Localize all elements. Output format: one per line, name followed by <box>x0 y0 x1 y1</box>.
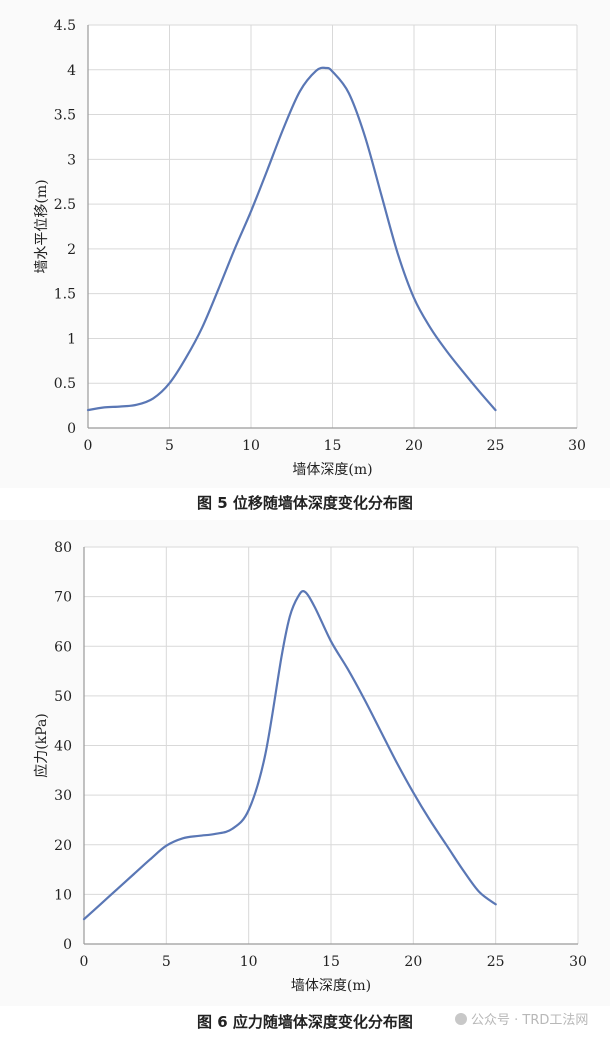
chart-6-x-axis-title: 墙体深度(m) <box>291 978 371 994</box>
chart-6-y-tick-label: 10 <box>54 887 72 903</box>
figure-6: 0 10 20 30 40 50 60 70 80 0 5 10 15 20 25 30 墙体深度(m) 应力(k… <box>0 520 610 1041</box>
chart-6-x-tick-label: 30 <box>569 954 587 970</box>
watermark-text: 公众号 · TRD工法网 <box>471 1013 589 1028</box>
chart-5-y-tick-label: 2.5 <box>54 197 76 213</box>
chart-6-y-tick-label: 0 <box>63 937 72 953</box>
chart-5-y-tick-label: 3 <box>67 152 76 168</box>
chart-5-x-tick-label: 5 <box>165 438 174 454</box>
chart-6-x-tick-label: 10 <box>240 954 258 970</box>
chart-6-y-axis-title: 应力(kPa) <box>33 713 50 778</box>
chart-6-y-tick-label: 40 <box>54 739 72 755</box>
chart-6-y-tick-label: 60 <box>54 639 72 655</box>
chart-5-x-tick-label: 30 <box>568 438 586 454</box>
chart-6-y-tick-label: 50 <box>54 689 72 705</box>
chart-6-x-tick-label: 20 <box>404 954 422 970</box>
chart-5-y-tick-label: 4.5 <box>54 18 76 34</box>
chart-5-y-tick-label: 3.5 <box>54 108 76 124</box>
chart-6-x-tick-label: 5 <box>162 954 171 970</box>
chart-5-x-tick-label: 15 <box>324 438 342 454</box>
chart-5: 0 0.5 1 1.5 2 2.5 3 3.5 4 4.5 0 5 10 15 20 25 30 墙体深度(m) 墙… <box>34 18 586 478</box>
chart-6-x-tick-label: 15 <box>322 954 340 970</box>
chart-6-caption: 图 6 应力随墙体深度变化分布图 <box>197 1013 413 1031</box>
wechat-icon <box>455 1013 467 1025</box>
chart-6-x-tick-label: 25 <box>487 954 505 970</box>
chart-5-y-tick-label: 0.5 <box>54 376 76 392</box>
chart-5-x-tick-label: 10 <box>242 438 260 454</box>
chart-6: 0 10 20 30 40 50 60 70 80 0 5 10 15 20 25 30 墙体深度(m) 应力(k… <box>33 540 587 994</box>
chart-6-y-tick-label: 30 <box>54 788 72 804</box>
chart-5-x-tick-label: 0 <box>84 438 93 454</box>
chart-6-plot-area: 0 10 20 30 40 50 60 70 80 0 5 10 15 20 25 30 墙体深度(m) 应力(k… <box>0 520 610 1006</box>
chart-5-y-tick-label: 0 <box>67 421 76 437</box>
chart-5-y-tick-label: 1.5 <box>54 287 76 303</box>
figure-5: 0 0.5 1 1.5 2 2.5 3 3.5 4 4.5 0 5 10 15 20 25 30 墙体深度(m) 墙… <box>0 0 610 520</box>
chart-5-x-axis-title: 墙体深度(m) <box>292 462 372 478</box>
chart-5-y-tick-label: 4 <box>67 63 76 79</box>
chart-6-series-line <box>82 590 497 921</box>
chart-5-plot-area: 0 0.5 1 1.5 2 2.5 3 3.5 4 4.5 0 5 10 15 20 25 30 墙体深度(m) 墙… <box>0 0 610 488</box>
chart-5-y-axis-title: 墙水平位移(m) <box>34 179 50 273</box>
chart-5-y-tick-label: 1 <box>67 331 76 347</box>
chart-6-x-tick-label: 0 <box>80 954 89 970</box>
chart-6-y-tick-label: 80 <box>54 540 72 556</box>
chart-5-x-tick-label: 25 <box>487 438 505 454</box>
chart-5-series-line <box>86 66 497 412</box>
watermark: 公众号 · TRD工法网 <box>455 1009 588 1028</box>
chart-5-caption: 图 5 位移随墙体深度变化分布图 <box>197 494 413 512</box>
chart-5-x-tick-label: 20 <box>405 438 423 454</box>
chart-6-y-tick-label: 70 <box>54 590 72 606</box>
chart-6-y-tick-label: 20 <box>54 838 72 854</box>
chart-5-y-tick-label: 2 <box>67 242 76 258</box>
